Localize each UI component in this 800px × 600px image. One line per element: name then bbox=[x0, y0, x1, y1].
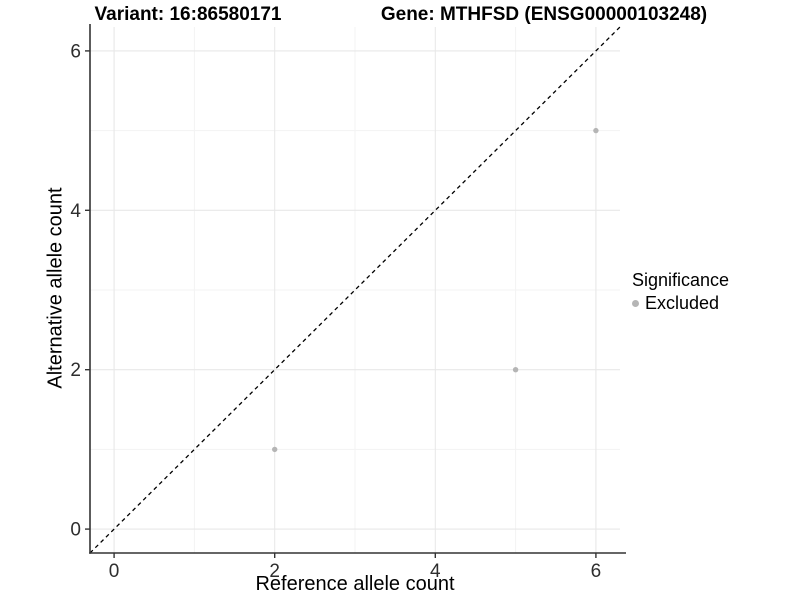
x-tick-label: 6 bbox=[591, 561, 602, 582]
legend-title: Significance bbox=[632, 270, 730, 290]
gene-title: Gene: MTHFSD (ENSG00000103248) bbox=[380, 4, 708, 25]
x-tick-label: 2 bbox=[269, 561, 280, 582]
y-tick-label: 0 bbox=[70, 520, 81, 541]
y-tick-label: 2 bbox=[70, 360, 81, 381]
x-tick-label: 0 bbox=[109, 561, 120, 582]
x-axis-title: Reference allele count bbox=[255, 573, 455, 595]
y-tick-label: 6 bbox=[70, 41, 81, 62]
data-point bbox=[271, 446, 278, 453]
legend: Significance Excluded bbox=[632, 270, 729, 313]
y-tick-label: 4 bbox=[70, 201, 81, 222]
legend-item-excluded: Excluded bbox=[632, 293, 729, 313]
variant-title: Variant: 16:86580171 bbox=[94, 4, 282, 25]
data-point bbox=[512, 366, 519, 373]
data-point bbox=[593, 127, 599, 134]
excluded-point-icon bbox=[632, 299, 639, 307]
x-tick-label: 4 bbox=[430, 561, 441, 582]
legend-item-label: Excluded bbox=[645, 293, 720, 313]
y-axis-title: Alternative allele count bbox=[44, 187, 67, 389]
